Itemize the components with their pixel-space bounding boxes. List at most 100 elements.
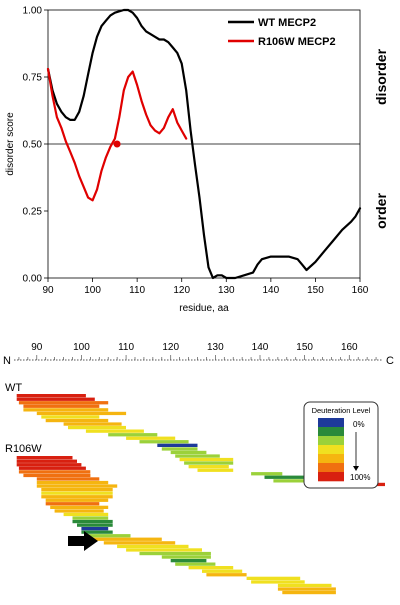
residue-tick-labels: 90 100 110 120 130 140 150 160	[31, 342, 358, 353]
peptide-bar-r106w	[54, 509, 104, 513]
deuteration-color-swatch	[318, 463, 344, 473]
x-tick-label: 150	[307, 285, 324, 296]
peptide-bar-wt	[23, 404, 100, 408]
region-label-disorder: disorder	[373, 48, 389, 105]
peptide-bar-r106w	[36, 484, 118, 488]
residue-tick-label: 130	[207, 342, 224, 353]
peptide-bar-r106w	[206, 573, 247, 577]
y-tick-label: 0.00	[23, 274, 43, 285]
peptide-bar-r106w	[41, 495, 113, 499]
x-tick-label: 90	[42, 285, 54, 296]
deuteration-color-swatch	[318, 418, 344, 428]
peptide-bar-r106w	[117, 544, 189, 549]
highlight-point	[113, 140, 121, 148]
n-terminus-label: N	[3, 355, 11, 367]
deuteration-legend-title: Deuteration Level	[312, 406, 371, 415]
peptide-bar-r106w	[251, 580, 305, 584]
peptide-bar-wt	[273, 479, 318, 483]
peptide-bar-wt	[63, 422, 122, 426]
peptide-bar-wt	[16, 394, 86, 398]
x-tick-label: 120	[173, 285, 190, 296]
peptide-bar-wt	[108, 433, 158, 437]
peptide-bar-wt	[139, 440, 189, 444]
deuteration-legend-low: 0%	[353, 420, 365, 429]
residue-tick-label: 90	[31, 342, 43, 353]
x-tick-label: 160	[352, 285, 369, 296]
series-lines	[46, 8, 362, 280]
peptide-bar-r106w	[188, 566, 234, 570]
peptide-bar-r106w	[103, 541, 176, 545]
x-tick-label: 110	[129, 285, 145, 296]
peptide-bar-wt	[161, 447, 198, 451]
peptide-bar-r106w	[41, 487, 113, 492]
peptide-bar-r106w	[90, 537, 162, 541]
deuteration-map: N C 90 100 110 120 130 140 150 160 WT R106W Deu…	[3, 342, 394, 595]
residue-tick-label: 120	[162, 342, 179, 353]
peptide-bar-r106w	[246, 576, 301, 580]
peptide-bar-wt	[41, 415, 100, 419]
deuteration-color-swatch	[318, 445, 344, 455]
peptide-bar-r106w	[277, 587, 336, 591]
x-tick-label: 130	[218, 285, 235, 296]
y-tick-labels: 0.00 0.25 0.50 0.75 1.00	[23, 6, 48, 285]
peptide-bar-r106w	[50, 505, 109, 509]
peptide-bar-r106w	[16, 463, 82, 467]
residue-tick-label: 150	[296, 342, 313, 353]
x-tick-labels: 90 100 110 120 130 140 150 160	[42, 278, 369, 296]
legend-label-wt: WT MECP2	[258, 17, 316, 29]
y-axis-label: disorder score	[5, 112, 16, 176]
peptide-bar-wt	[23, 408, 109, 412]
legend-label-r106w: R106W MECP2	[258, 36, 336, 48]
residue-tick-label: 160	[341, 342, 358, 353]
peptide-bar-r106w	[81, 530, 113, 534]
group-label-r106w: R106W	[5, 443, 42, 455]
peptide-bar-wt	[251, 472, 283, 476]
peptide-bar-r106w	[18, 470, 91, 474]
peptide-bar-r106w	[161, 555, 211, 559]
deuteration-legend-arrowhead	[353, 466, 359, 471]
deuteration-legend: Deuteration Level 0% 100%	[303, 401, 379, 489]
disorder-chart: 90 100 110 120 130 140 150 160 0.00 0.25 0.50 0.75…	[5, 6, 389, 315]
peptide-bar-wt	[175, 454, 220, 458]
peptide-bar-wt	[197, 468, 234, 472]
peptide-bar-wt	[188, 465, 229, 469]
peptide-bar-wt	[18, 401, 109, 405]
peptide-bar-r106w	[202, 569, 243, 573]
c-terminus-label: C	[386, 355, 394, 367]
peptide-bar-r106w	[23, 473, 91, 478]
peptide-bar-r106w	[175, 562, 216, 566]
group-label-wt: WT	[5, 382, 22, 394]
peptide-bar-r106w	[41, 491, 113, 495]
peptide-bar-wt	[45, 418, 109, 423]
peptide-bar-wt	[179, 457, 234, 462]
peptide-bar-r106w	[81, 527, 109, 531]
peptide-bar-r106w	[16, 459, 77, 463]
residue-tick-label: 140	[252, 342, 269, 353]
x-tick-label: 100	[84, 285, 101, 296]
peptide-bar-r106w	[139, 551, 211, 556]
y-tick-label: 1.00	[23, 6, 43, 17]
series-line-wt	[46, 8, 362, 280]
peptide-bar-r106w	[63, 512, 109, 517]
deuteration-color-scale	[318, 418, 344, 482]
deuteration-legend-high: 100%	[350, 473, 370, 482]
peptide-bar-r106w	[72, 519, 113, 524]
peptide-bar-wt	[157, 443, 198, 447]
arrow-marker	[68, 531, 98, 551]
peptide-bars	[16, 394, 385, 595]
y-tick-label: 0.50	[23, 140, 43, 151]
peptide-bar-wt	[184, 461, 234, 465]
peptide-bar-wt	[85, 429, 144, 433]
peptide-bar-r106w	[72, 516, 109, 520]
series-line-r106w	[46, 67, 188, 202]
peptide-bar-r106w	[77, 523, 113, 527]
peptide-bar-r106w	[18, 466, 86, 470]
peptide-bar-r106w	[45, 502, 100, 506]
x-tick-label: 140	[263, 285, 280, 296]
peptide-bar-wt	[68, 425, 126, 430]
peptide-bar-r106w	[36, 480, 109, 485]
deuteration-color-swatch	[318, 436, 344, 446]
peptide-bar-r106w	[45, 498, 109, 502]
peptide-bar-wt	[170, 450, 207, 455]
residue-axis	[14, 355, 383, 361]
